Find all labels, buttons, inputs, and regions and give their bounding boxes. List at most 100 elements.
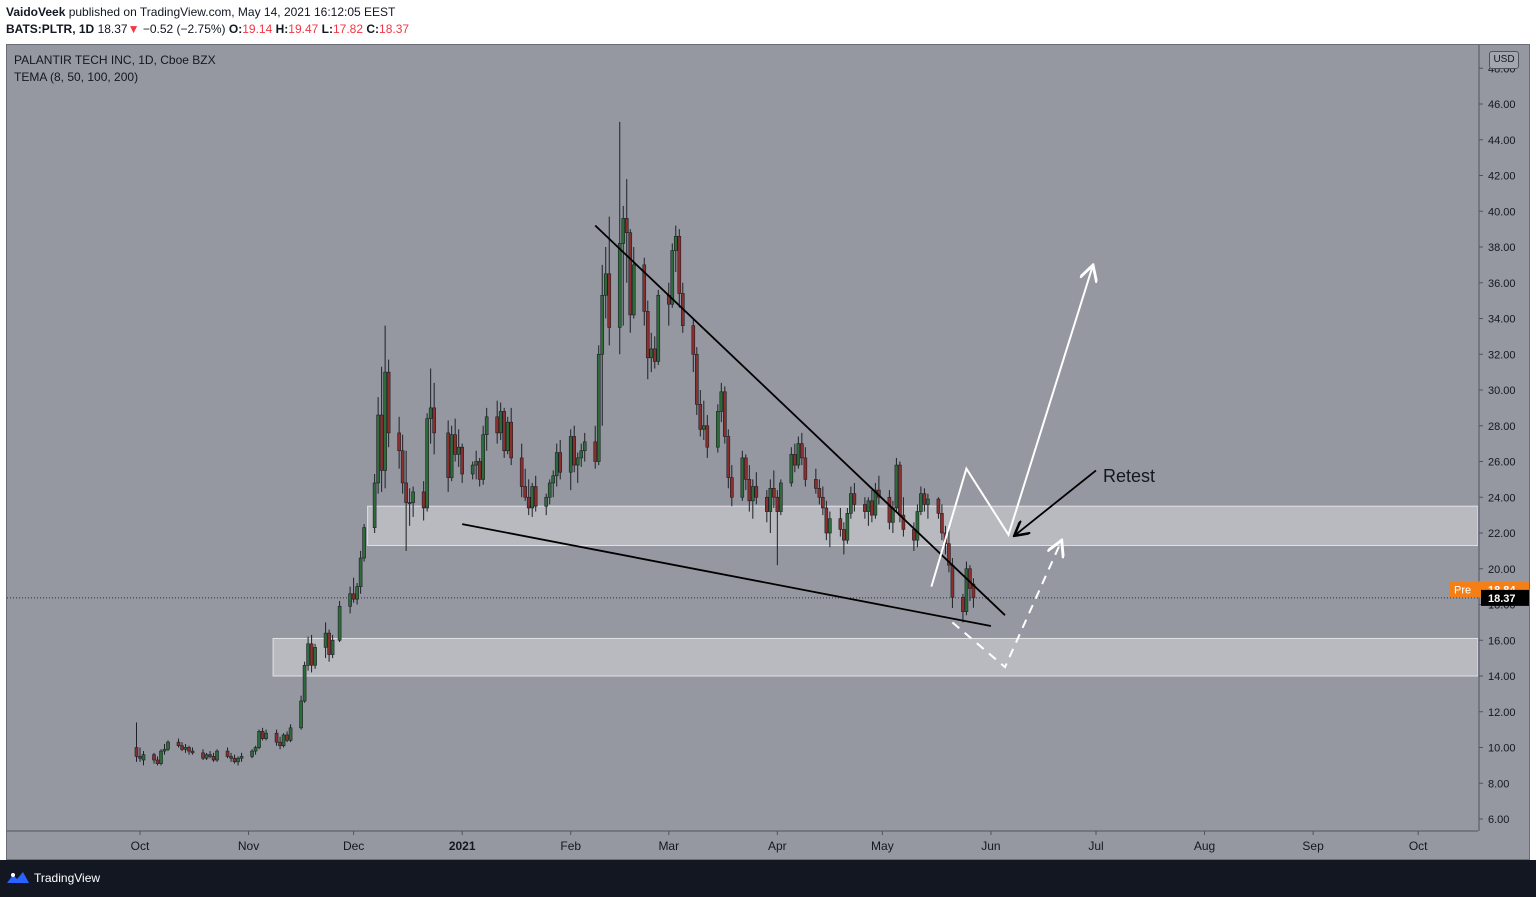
price-tick-label: 26.00 [1488, 457, 1516, 469]
candle [449, 425, 454, 482]
price-tick-label: 32.00 [1488, 349, 1516, 361]
candle-body [964, 568, 969, 612]
candle-body [484, 416, 489, 435]
candle [691, 318, 696, 373]
candle [484, 407, 489, 451]
candle-body [327, 632, 331, 655]
candle [372, 474, 377, 533]
candle [922, 488, 927, 512]
time-tick-label: Oct [131, 839, 150, 853]
chart-pane[interactable] [6, 44, 1530, 860]
candle [285, 731, 289, 743]
candle [425, 413, 429, 512]
candle-body [838, 518, 843, 530]
candle-body [772, 488, 776, 498]
candle-body [306, 643, 310, 666]
candle [386, 359, 391, 448]
author-name[interactable]: VaidoVeek [6, 5, 66, 19]
candle-body [779, 482, 783, 512]
price-tick-label: 28.00 [1488, 421, 1516, 433]
candle-body [645, 311, 650, 359]
candle-body [530, 486, 535, 509]
candle-body [264, 732, 268, 739]
candle [593, 425, 598, 469]
candle-body [894, 464, 899, 509]
last-price-value: 18.37 [1488, 593, 1516, 605]
candle [257, 729, 261, 750]
candle [579, 443, 584, 467]
candle [624, 179, 629, 283]
footer-bar: TradingView [0, 860, 1536, 897]
candle [460, 443, 464, 483]
candle-body [215, 750, 219, 761]
candle-body [183, 747, 188, 750]
candle-body [162, 748, 167, 752]
candle [719, 382, 724, 423]
candle-body [621, 218, 626, 244]
candle-body [180, 745, 184, 750]
candle-body [225, 750, 230, 757]
candle [236, 756, 240, 766]
candle [299, 695, 303, 730]
candle [204, 752, 209, 761]
price-tick-label: 46.00 [1488, 99, 1516, 111]
trendline-3 [930, 267, 1092, 587]
candle [642, 257, 647, 326]
candle-body [257, 731, 261, 748]
candle-body [428, 407, 433, 419]
candle-body [407, 502, 412, 504]
candle-body [796, 443, 801, 466]
brand-label[interactable]: TradingView [34, 871, 101, 885]
price-tick-label: 36.00 [1488, 278, 1516, 290]
candle [362, 524, 366, 562]
price-tick-label: 10.00 [1488, 743, 1516, 755]
candle [383, 325, 387, 489]
candle-body [744, 457, 748, 480]
candle [509, 407, 513, 466]
candle-body [302, 664, 307, 702]
candle [232, 754, 237, 764]
time-tick-label: Oct [1409, 839, 1428, 853]
price-tick-label: 12.00 [1488, 707, 1516, 719]
candle [775, 490, 780, 566]
candle-body [922, 493, 927, 505]
candle [211, 752, 216, 762]
time-tick-label: 2021 [449, 839, 476, 853]
candle-body [642, 264, 647, 312]
indicator-legend[interactable]: TEMA (8, 50, 100, 200) [14, 70, 139, 84]
candle-body [229, 756, 233, 759]
candle [645, 300, 650, 380]
candle-body [845, 513, 850, 541]
candle [582, 432, 587, 462]
candle [138, 747, 142, 762]
time-tick-label: Feb [560, 839, 581, 853]
candle [187, 745, 191, 755]
candle-body [253, 747, 258, 752]
candle-body [260, 731, 265, 739]
candle-body [505, 421, 510, 452]
candle-body [519, 457, 524, 487]
candle [631, 247, 636, 319]
candle [803, 447, 808, 487]
candle [456, 429, 461, 467]
candle-body [355, 586, 359, 600]
candle [652, 336, 657, 369]
support-zone-2 [272, 637, 1478, 677]
candle-body [593, 441, 598, 462]
candle-body [551, 475, 556, 484]
candle-body [509, 421, 513, 459]
low-label: L: [321, 22, 333, 36]
currency-button[interactable]: USD [1489, 51, 1519, 69]
candle [309, 634, 314, 673]
time-tick-label: Mar [658, 839, 679, 853]
candle [215, 749, 219, 762]
trendline-2 [462, 523, 992, 627]
candle [313, 643, 317, 669]
candle-body [141, 754, 146, 761]
premarket-label: Pre [1454, 584, 1471, 596]
candle [751, 479, 755, 519]
price-tick-label: 40.00 [1488, 206, 1516, 218]
time-tick-label: Sep [1302, 839, 1324, 853]
last-price: 18.37 [97, 22, 128, 36]
